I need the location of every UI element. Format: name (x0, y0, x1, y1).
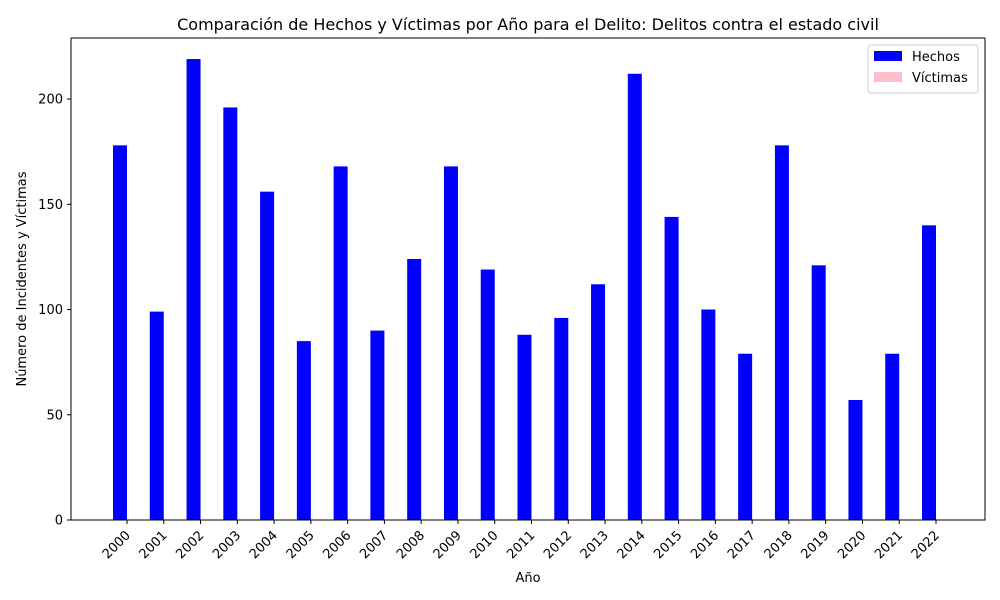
x-tick-label: 2013 (578, 528, 612, 562)
x-axis-ticks: 2000 2001 2002 2003 2004 2005 2006 2007 2008 2009… (100, 520, 943, 562)
x-tick-label: 2000 (100, 528, 134, 562)
x-tick-label: 2020 (835, 528, 869, 562)
bar-hechos-2004 (260, 191, 275, 521)
x-tick-label: 2017 (725, 528, 759, 562)
bar-hechos-2007 (370, 330, 385, 520)
bar-hechos-2014 (627, 73, 642, 520)
bar-hechos-2008 (407, 259, 422, 520)
bar-hechos-2021 (885, 353, 900, 520)
bar-hechos-2019 (811, 265, 826, 520)
y-tick-label: 150 (38, 198, 63, 213)
y-axis-label: Número de Incidentes y Víctimas (15, 171, 30, 386)
x-tick-label: 2012 (541, 528, 575, 562)
bar-hechos-2003 (223, 107, 238, 520)
x-tick-label: 2010 (468, 528, 502, 562)
x-tick-label: 2004 (247, 528, 281, 562)
x-tick-label: 2014 (615, 528, 649, 562)
y-tick-label: 100 (38, 303, 63, 318)
x-tick-label: 2011 (504, 528, 538, 562)
legend-swatch-victimas (874, 72, 902, 82)
bar-hechos-2000 (113, 145, 127, 520)
bar-hechos-2005 (296, 341, 311, 520)
bar-hechos-2016 (701, 309, 716, 520)
x-tick-label: 2003 (210, 528, 244, 562)
x-tick-label: 2005 (284, 528, 318, 562)
y-axis-ticks: 0 50 100 150 200 (38, 93, 71, 529)
bar-hechos-2017 (738, 353, 753, 520)
x-tick-label: 2018 (762, 528, 796, 562)
bar-hechos-2013 (591, 284, 606, 520)
bar-hechos-2020 (848, 400, 863, 520)
bar-hechos-2009 (443, 166, 458, 521)
bar-hechos-2015 (664, 216, 679, 520)
x-tick-label: 2002 (173, 528, 207, 562)
chart-title: Comparación de Hechos y Víctimas por Año… (177, 15, 879, 34)
x-tick-label: 2001 (137, 528, 171, 562)
legend: Hechos Víctimas (867, 44, 979, 94)
bar-hechos-2002 (186, 59, 201, 520)
x-tick-label: 2006 (320, 528, 354, 562)
y-tick-label: 0 (55, 514, 63, 529)
x-tick-label: 2019 (799, 528, 833, 562)
legend-label-hechos: Hechos (912, 50, 960, 65)
y-tick-label: 50 (46, 408, 63, 423)
plot-frame (70, 37, 986, 521)
bar-hechos-2006 (333, 166, 348, 521)
x-tick-label: 2009 (431, 528, 465, 562)
legend-swatch-hechos (874, 51, 902, 61)
bar-hechos-2010 (480, 269, 495, 520)
bar-hechos-2012 (554, 317, 569, 520)
x-tick-label: 2021 (872, 528, 906, 562)
x-tick-label: 2022 (909, 528, 943, 562)
x-axis-label: Año (515, 571, 540, 586)
bar-hechos-2011 (517, 334, 532, 520)
bar-hechos-2001 (149, 311, 164, 520)
plot-area (113, 59, 936, 521)
x-tick-label: 2008 (394, 528, 428, 562)
bar-hechos-2022 (922, 225, 936, 520)
y-tick-label: 200 (38, 93, 63, 108)
bar-hechos-2018 (774, 145, 789, 520)
x-tick-label: 2016 (688, 528, 722, 562)
x-tick-label: 2015 (651, 528, 685, 562)
legend-label-victimas: Víctimas (912, 71, 968, 86)
x-tick-label: 2007 (357, 528, 391, 562)
